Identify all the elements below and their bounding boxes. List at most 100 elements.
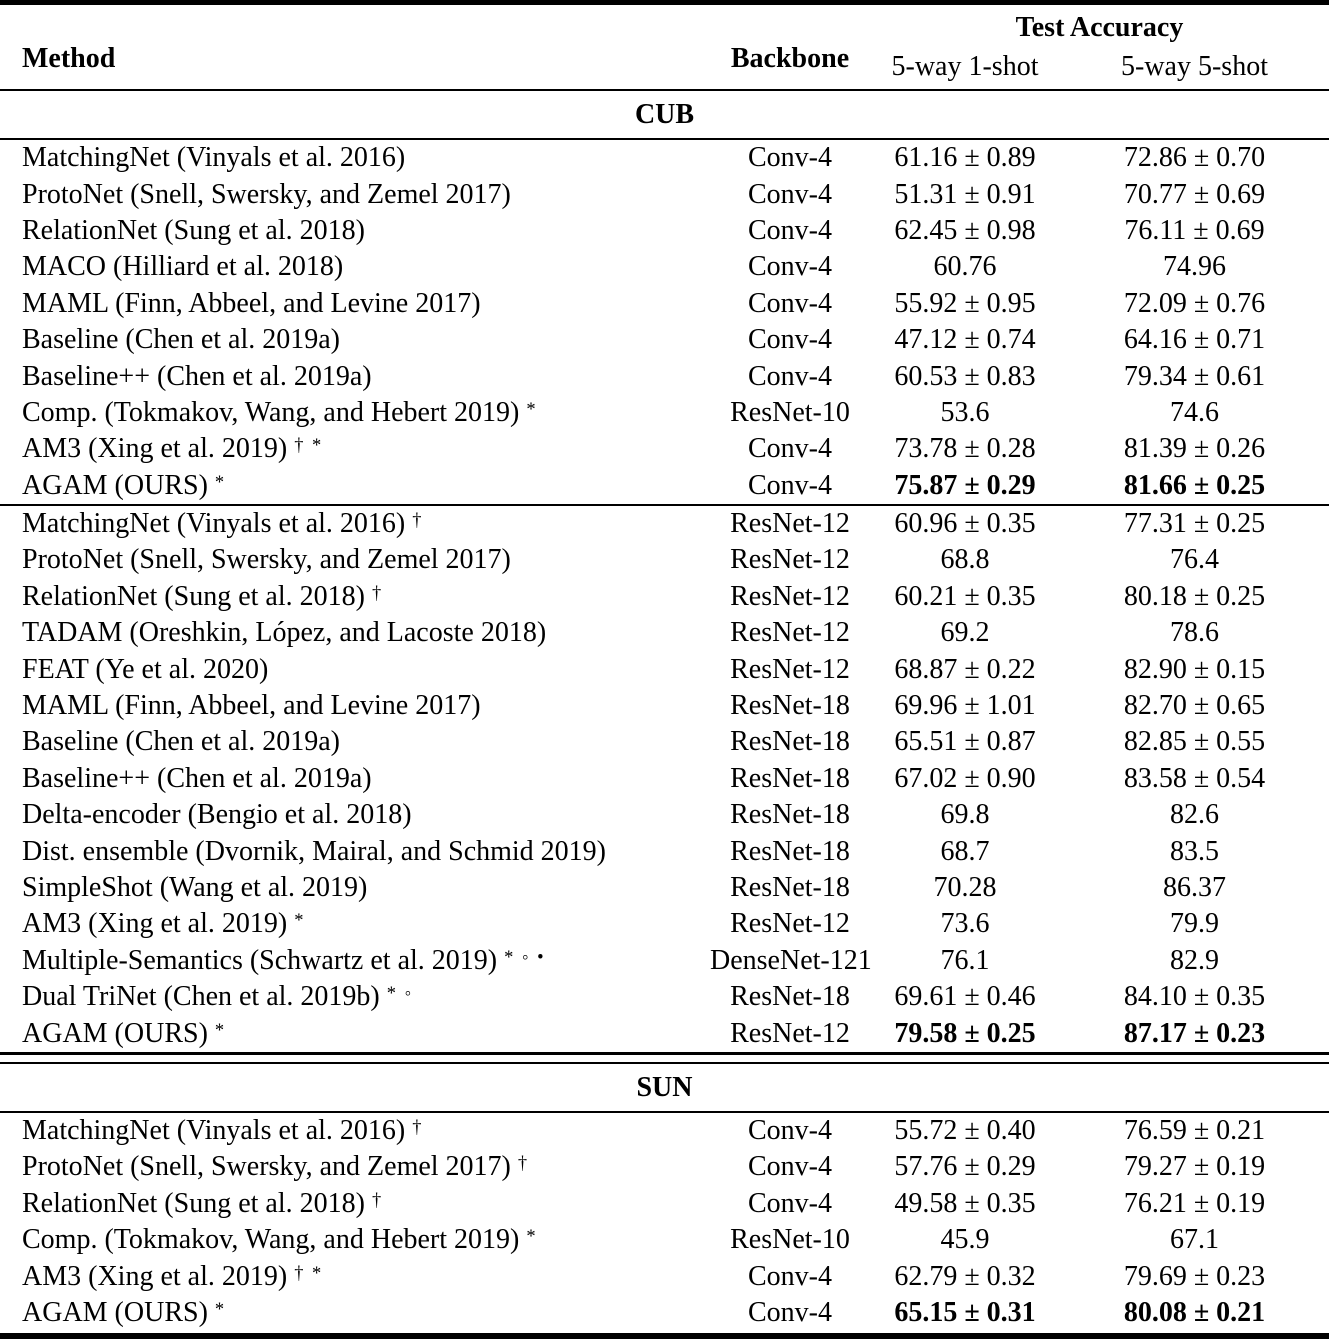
backbone-cell: ResNet-12 bbox=[730, 544, 850, 576]
one-shot-cell: 60.96 ± 0.35 bbox=[894, 508, 1036, 540]
one-shot-cell: 68.87 ± 0.22 bbox=[894, 653, 1036, 685]
table-header: Method Backbone Test Accuracy 5-way 1-sh… bbox=[0, 5, 1329, 89]
header-rule bbox=[0, 89, 1329, 91]
method-cell: ProtoNet (Snell, Swersky, and Zemel 2017… bbox=[22, 1151, 530, 1183]
table-row: MatchingNet (Vinyals et al. 2016) † Conv-4… bbox=[0, 1113, 1329, 1149]
one-shot-cell: 61.16 ± 0.89 bbox=[894, 142, 1036, 174]
one-shot-cell: 76.1 bbox=[940, 944, 990, 976]
backbone-cell: Conv-4 bbox=[748, 1260, 832, 1292]
method-marks: † * bbox=[294, 1262, 324, 1283]
method-cell: MAML (Finn, Abbeel, and Levine 2017) bbox=[22, 287, 481, 319]
backbone-cell: DenseNet-121 bbox=[710, 944, 872, 976]
section-title-cub: CUB bbox=[634, 99, 695, 130]
five-shot-cell: 64.16 ± 0.71 bbox=[1123, 324, 1266, 356]
backbone-cell: Conv-4 bbox=[748, 287, 832, 319]
top-rule bbox=[0, 0, 1329, 5]
backbone-cell: ResNet-10 bbox=[730, 1224, 850, 1256]
five-shot-cell: 81.39 ± 0.26 bbox=[1123, 433, 1266, 465]
method-marks: † bbox=[371, 1189, 384, 1210]
five-shot-cell: 82.90 ± 0.15 bbox=[1123, 653, 1266, 685]
method-cell: MatchingNet (Vinyals et al. 2016) † bbox=[22, 1114, 424, 1146]
one-shot-cell: 65.51 ± 0.87 bbox=[894, 726, 1036, 758]
five-shot-cell: 74.6 bbox=[1170, 396, 1219, 428]
one-shot-cell: 70.28 bbox=[933, 872, 997, 903]
table-row: Baseline++ (Chen et al. 2019a) Conv-4 60.5… bbox=[0, 358, 1329, 394]
backbone-cell: ResNet-12 bbox=[730, 908, 850, 940]
five-shot-cell: 67.1 bbox=[1170, 1224, 1219, 1256]
method-cell: SimpleShot (Wang et al. 2019) bbox=[22, 872, 368, 903]
one-shot-cell: 69.8 bbox=[940, 799, 990, 831]
table-row: TADAM (Oreshkin, López, and Lacoste 2018… bbox=[0, 615, 1329, 651]
test-accuracy-header: Test Accuracy bbox=[1015, 12, 1184, 43]
backbone-cell: ResNet-12 bbox=[730, 508, 850, 540]
five-shot-cell: 86.37 bbox=[1163, 872, 1226, 903]
table-row: MAML (Finn, Abbeel, and Levine 2017) Conv… bbox=[0, 286, 1329, 322]
one-shot-cell: 68.8 bbox=[940, 544, 990, 576]
method-cell: RelationNet (Sung et al. 2018) † bbox=[22, 580, 384, 612]
one-shot-cell: 62.45 ± 0.98 bbox=[894, 214, 1036, 246]
one-shot-cell: 75.87 ± 0.29 bbox=[894, 469, 1036, 501]
table-row: Dist. ensemble (Dvornik, Mairal, and Sch… bbox=[0, 833, 1329, 869]
five-shot-cell: 79.9 bbox=[1170, 908, 1219, 940]
backbone-cell: ResNet-12 bbox=[730, 617, 850, 649]
table-row: AGAM (OURS) * ResNet-12 79.58 ± 0.25 87.17 ±… bbox=[0, 1015, 1329, 1051]
backbone-cell: Conv-4 bbox=[748, 360, 832, 392]
one-shot-cell: 60.76 bbox=[933, 251, 997, 283]
method-cell: AM3 (Xing et al. 2019) † * bbox=[22, 433, 324, 465]
five-shot-cell: 81.66 ± 0.25 bbox=[1123, 469, 1266, 501]
method-marks: * bbox=[214, 1298, 227, 1319]
section-rule bbox=[0, 138, 1329, 140]
five-shot-cell: 76.11 ± 0.69 bbox=[1124, 214, 1265, 246]
table-row: ProtoNet (Snell, Swersky, and Zemel 2017… bbox=[0, 1149, 1329, 1185]
table-row: MatchingNet (Vinyals et al. 2016) † ResNet… bbox=[0, 506, 1329, 542]
method-marks: † bbox=[412, 510, 424, 531]
five-shot-cell: 79.69 ± 0.23 bbox=[1123, 1260, 1266, 1292]
table-row: ProtoNet (Snell, Swersky, and Zemel 2017… bbox=[0, 176, 1329, 212]
five-shot-cell: 76.21 ± 0.19 bbox=[1123, 1187, 1266, 1219]
method-cell: MAML (Finn, Abbeel, and Levine 2017) bbox=[22, 690, 481, 722]
method-cell: Baseline (Chen et al. 2019a) bbox=[22, 726, 341, 758]
test-accuracy-header-group: Test Accuracy 5-way 1-shot 5-way 5-shot bbox=[870, 5, 1329, 89]
method-marks: † bbox=[371, 582, 384, 603]
method-column-header: Method bbox=[22, 43, 116, 74]
table-row: Comp. (Tokmakov, Wang, and Hebert 2019) *… bbox=[0, 395, 1329, 431]
method-cell: Comp. (Tokmakov, Wang, and Hebert 2019) * bbox=[22, 1224, 538, 1256]
table-row: AM3 (Xing et al. 2019) † * Conv-4 73.78 ± 0… bbox=[0, 431, 1329, 467]
five-shot-cell: 76.59 ± 0.21 bbox=[1123, 1114, 1266, 1146]
backbone-cell: Conv-4 bbox=[748, 469, 832, 501]
five-shot-cell: 83.5 bbox=[1170, 835, 1219, 867]
bottom-rule bbox=[0, 1333, 1329, 1339]
table-row: Multiple-Semantics (Schwartz et al. 2019… bbox=[0, 943, 1329, 979]
method-cell: AGAM (OURS) * bbox=[22, 1017, 227, 1049]
method-cell: FEAT (Ye et al. 2020) bbox=[22, 653, 269, 685]
five-shot-cell: 72.86 ± 0.70 bbox=[1123, 142, 1266, 174]
method-marks: † * bbox=[294, 435, 324, 456]
one-shot-cell: 79.58 ± 0.25 bbox=[894, 1017, 1036, 1049]
method-cell: MACO (Hilliard et al. 2018) bbox=[22, 251, 344, 283]
method-cell: Delta-encoder (Bengio et al. 2018) bbox=[22, 799, 412, 831]
five-shot-cell: 82.6 bbox=[1170, 799, 1219, 831]
table-row: SimpleShot (Wang et al. 2019) ResNet-18 70… bbox=[0, 870, 1329, 906]
backbone-cell: Conv-4 bbox=[748, 1296, 832, 1328]
section-rule bbox=[0, 1110, 1329, 1113]
one-shot-cell: 49.58 ± 0.35 bbox=[894, 1187, 1036, 1219]
section-divider-double-rule bbox=[0, 1051, 1329, 1064]
backbone-cell: ResNet-18 bbox=[730, 835, 850, 867]
one-shot-cell: 68.7 bbox=[940, 835, 990, 867]
table-row: RelationNet (Sung et al. 2018) Conv-4 62.4… bbox=[0, 213, 1329, 249]
one-shot-cell: 69.61 ± 0.46 bbox=[894, 981, 1036, 1013]
one-shot-cell: 55.72 ± 0.40 bbox=[894, 1114, 1036, 1146]
method-cell: Multiple-Semantics (Schwartz et al. 2019… bbox=[22, 944, 546, 976]
backbone-cell: Conv-4 bbox=[748, 324, 832, 356]
backbone-cell: Conv-4 bbox=[748, 178, 832, 210]
table-row: FEAT (Ye et al. 2020) ResNet-12 68.87 ± 0.… bbox=[0, 651, 1329, 687]
method-cell: Baseline++ (Chen et al. 2019a) bbox=[22, 360, 372, 392]
table-row: Delta-encoder (Bengio et al. 2018) ResNet… bbox=[0, 797, 1329, 833]
backbone-cell: ResNet-12 bbox=[730, 653, 850, 685]
five-shot-cell: 87.17 ± 0.23 bbox=[1123, 1017, 1266, 1049]
backbone-cell: ResNet-18 bbox=[730, 799, 850, 831]
backbone-cell: ResNet-12 bbox=[730, 1017, 850, 1049]
one-shot-column-header: 5-way 1-shot bbox=[891, 51, 1039, 82]
method-marks: * bbox=[294, 910, 306, 931]
